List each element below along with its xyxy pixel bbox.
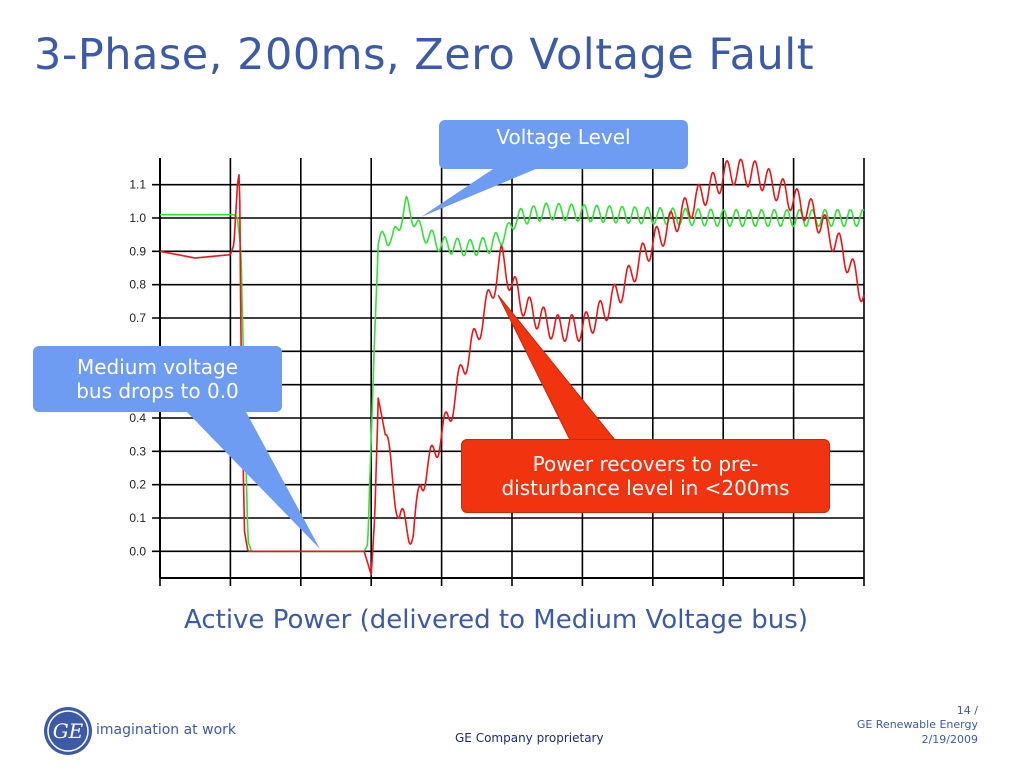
y-tick-label: 0.7: [129, 311, 146, 325]
svg-text:GE: GE: [53, 719, 84, 743]
active-power-series: [159, 158, 865, 576]
x-axis-caption: Active Power (delivered to Medium Voltag…: [184, 605, 808, 635]
power-recovers-callout: Power recovers to pre- disturbance level…: [461, 439, 830, 513]
proprietary-notice: GE Company proprietary: [455, 731, 604, 745]
y-tick-label: 0.9: [129, 244, 146, 258]
power-recovers-callout-line-1: Power recovers to pre-: [532, 451, 759, 476]
power-recovers-callout-line-2: disturbance level in <200ms: [501, 476, 790, 500]
footer-info: 14 / GE Renewable Energy 2/19/2009: [857, 704, 978, 747]
medium-voltage-callout-line-2: bus drops to 0.0: [76, 379, 239, 403]
medium-voltage-callout-pointer: [185, 410, 320, 549]
voltage-level-callout-text: Voltage Level: [496, 125, 631, 149]
y-tick-label: 0.3: [129, 444, 146, 458]
y-tick-label: 0.1: [129, 511, 146, 525]
organization-name: GE Renewable Energy: [856, 718, 978, 732]
slide-title: 3-Phase, 200ms, Zero Voltage Fault: [34, 30, 815, 80]
y-tick-label: 0.2: [129, 478, 146, 492]
page-number: 14 /: [956, 704, 978, 717]
chart-series: [159, 158, 865, 576]
y-tick-label: 0.8: [129, 278, 146, 292]
medium-voltage-callout: Medium voltage bus drops to 0.0: [33, 346, 282, 412]
ge-monogram-icon: GE: [44, 707, 92, 755]
voltage-level-callout: Voltage Level: [439, 120, 688, 169]
y-tick-label: 0.0: [129, 544, 146, 558]
voltage-callout-pointer: [421, 161, 555, 217]
y-tick-label: 1.0: [129, 211, 146, 225]
y-tick-label: 1.1: [129, 178, 146, 192]
y-tick-label: 0.4: [129, 411, 146, 425]
tagline: imagination at work: [96, 722, 236, 738]
slide-date: 2/19/2009: [921, 732, 978, 746]
callout-pointers: [185, 161, 617, 549]
ge-logo: GE: [42, 705, 94, 757]
medium-voltage-callout-line-1: Medium voltage: [76, 354, 239, 379]
